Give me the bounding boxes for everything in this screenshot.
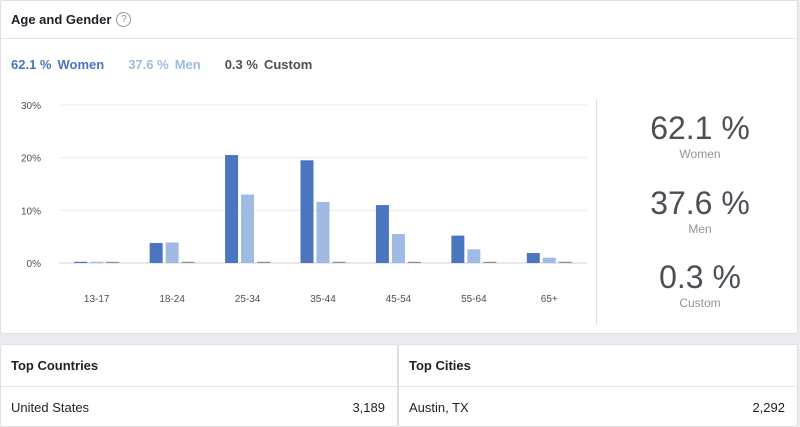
summary-women: 62.1 % Women <box>11 57 104 72</box>
top-countries-title: Top Countries <box>1 345 397 387</box>
big-stat-men-label: Men <box>688 222 712 236</box>
bar-men-25-34 <box>241 194 255 263</box>
bar-custom-65+ <box>558 261 572 263</box>
summary-women-label: Women <box>57 57 105 72</box>
x-tick-label: 35-44 <box>310 294 336 305</box>
city-name: Austin, TX <box>409 399 469 415</box>
big-stat-men: 37.6 % Men <box>601 186 799 236</box>
country-row[interactable]: United States 3,189 <box>1 387 397 427</box>
y-tick-label: 30% <box>21 101 41 112</box>
y-tick-label: 0% <box>27 259 42 270</box>
chart-divider <box>596 99 597 325</box>
country-name: United States <box>11 399 90 415</box>
big-stat-custom: 0.3 % Custom <box>601 260 799 310</box>
x-tick-label: 55-64 <box>461 294 487 305</box>
summary-men-label: Men <box>174 57 201 72</box>
big-stat-women-label: Women <box>679 147 721 161</box>
bar-men-13-17 <box>90 261 104 263</box>
x-tick-label: 13-17 <box>84 294 110 305</box>
bar-men-35-44 <box>316 201 330 263</box>
x-tick-label: 45-54 <box>386 294 412 305</box>
top-cities-card: Top Cities Austin, TX 2,292 <box>398 344 798 427</box>
summary-custom: 0.3 % Custom <box>225 57 313 72</box>
big-stat-custom-value: 0.3 % <box>659 259 741 295</box>
age-gender-header: Age and Gender ? <box>1 1 797 39</box>
big-stat-women: 62.1 % Women <box>601 111 799 161</box>
bar-women-45-54 <box>375 205 389 263</box>
city-row[interactable]: Austin, TX 2,292 <box>399 387 797 427</box>
y-tick-label: 20% <box>21 154 41 165</box>
bar-custom-35-44 <box>332 261 346 263</box>
bar-women-25-34 <box>225 155 239 263</box>
bar-men-18-24 <box>165 242 179 263</box>
country-value: 3,189 <box>352 399 385 415</box>
bar-custom-25-34 <box>257 261 271 263</box>
top-cities-title: Top Cities <box>399 345 797 387</box>
big-stat-custom-label: Custom <box>679 296 721 310</box>
bar-women-55-64 <box>451 235 465 263</box>
bar-custom-55-64 <box>483 261 497 263</box>
city-value: 2,292 <box>752 399 785 415</box>
y-tick-label: 10% <box>21 206 41 217</box>
bar-custom-18-24 <box>181 261 195 263</box>
bar-men-65+ <box>542 257 556 263</box>
big-stat-men-value: 37.6 % <box>650 185 750 221</box>
bar-men-55-64 <box>467 249 481 263</box>
x-tick-label: 18-24 <box>159 294 185 305</box>
summary-custom-value: 0.3 % <box>224 57 258 72</box>
bar-custom-45-54 <box>407 261 421 263</box>
gender-summary: 62.1 % Women 37.6 % Men 0.3 % Custom <box>11 57 336 72</box>
summary-custom-label: Custom <box>263 57 313 72</box>
age-gender-title: Age and Gender <box>11 12 112 27</box>
x-tick-label: 25-34 <box>235 294 261 305</box>
bar-women-13-17 <box>74 261 88 263</box>
summary-women-value: 62.1 % <box>11 57 52 72</box>
top-countries-card: Top Countries United States 3,189 <box>0 344 398 427</box>
help-icon[interactable]: ? <box>116 12 132 27</box>
bar-men-45-54 <box>391 234 405 263</box>
summary-men: 37.6 % Men <box>128 57 200 72</box>
summary-men-value: 37.6 % <box>128 57 169 72</box>
big-stat-women-value: 62.1 % <box>650 110 750 146</box>
age-gender-card: Age and Gender ? 62.1 % Women 37.6 % Men… <box>0 0 798 334</box>
bar-custom-13-17 <box>106 261 120 263</box>
age-gender-chart: 0% 10% 20% 30% 13-17 18-24 25-34 35-44 45-54 55-6… <box>21 101 587 305</box>
bar-women-65+ <box>526 252 540 263</box>
x-tick-label: 65+ <box>541 294 558 305</box>
bar-women-35-44 <box>300 160 314 263</box>
bar-women-18-24 <box>149 242 163 263</box>
